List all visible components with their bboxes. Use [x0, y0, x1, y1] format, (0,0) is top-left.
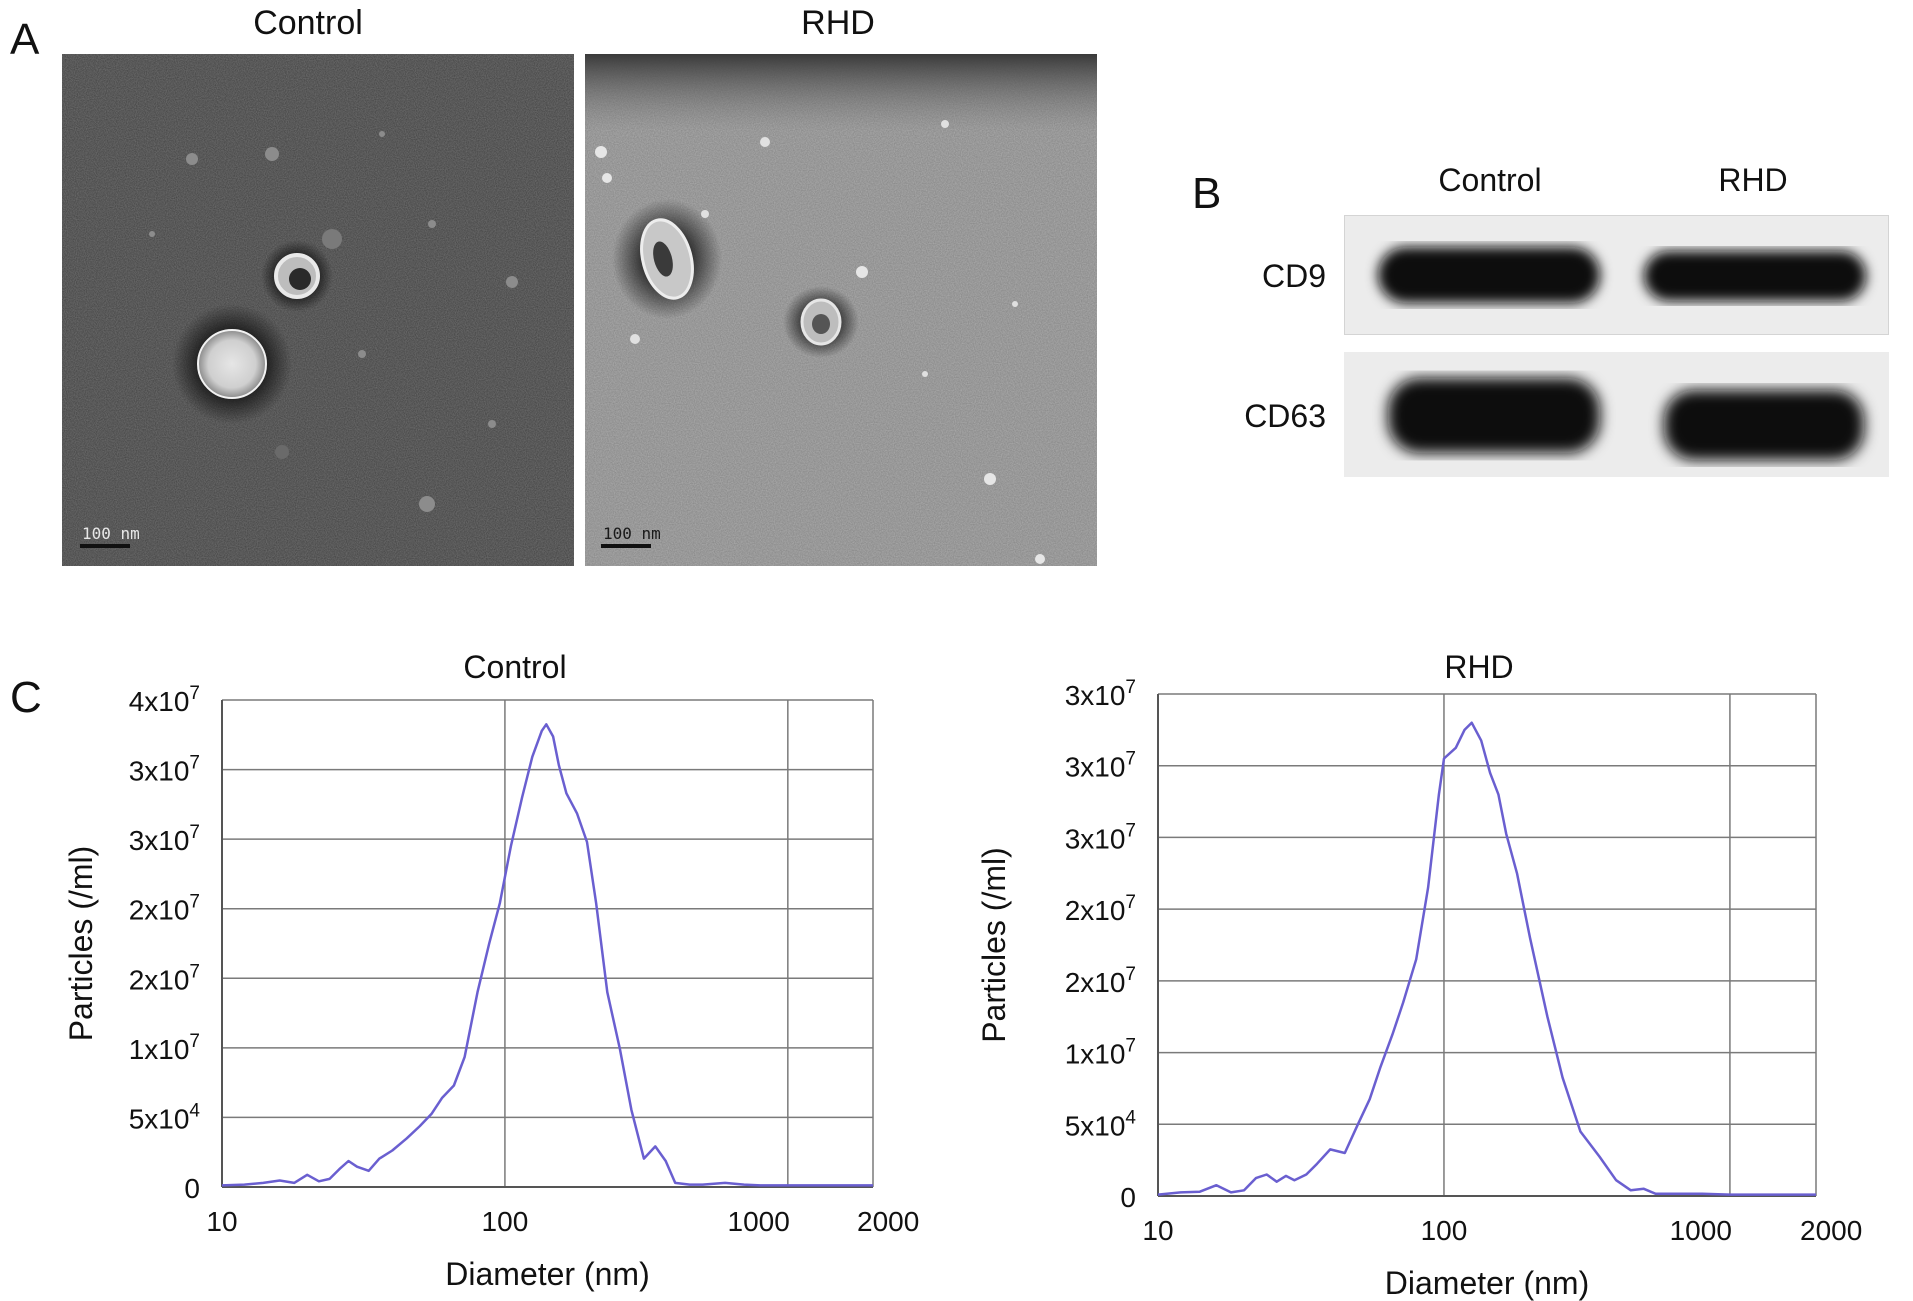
x-tick-label: 100 — [1421, 1215, 1468, 1246]
panel-letter-b: B — [1192, 169, 1222, 218]
y-tick-label: 2x107 — [1065, 964, 1136, 998]
y-tick-label: 4x107 — [129, 683, 200, 717]
panel-letter-c: C — [10, 673, 42, 722]
em-title-control: Control — [253, 4, 363, 42]
y-tick-label: 1x107 — [1065, 1036, 1136, 1070]
y-tick-label: 3x107 — [1065, 677, 1136, 711]
y-tick-label: 5x104 — [1065, 1107, 1137, 1141]
x-tick-label: 10 — [1142, 1215, 1173, 1246]
y-tick-label: 1x107 — [129, 1031, 200, 1065]
y-tick-label: 2x107 — [129, 892, 200, 926]
y-tick-label: 3x107 — [1065, 820, 1136, 854]
y-tick-label: 3x107 — [1065, 749, 1136, 783]
em-image-control: 100 nm — [62, 54, 574, 566]
band-cd9-rhd — [1644, 251, 1866, 301]
wb-column-label-control: Control — [1438, 162, 1542, 198]
y-tick-label: 5x104 — [129, 1100, 201, 1134]
size-distribution-line — [1157, 721, 1816, 1196]
y-tick-label: 0 — [1120, 1182, 1136, 1213]
x-tick-label: 2000 — [1800, 1215, 1862, 1246]
scale-bar-label-control: 100 nm — [82, 524, 140, 543]
panel-letter-a: A — [10, 15, 40, 64]
wb-column-label-rhd: RHD — [1718, 162, 1788, 198]
particle-size-chart-rhd: RHD 0 5x104 1x107 2x107 2x107 3x107 3x107 3x107 1… — [976, 649, 1862, 1301]
y-tick-label: 3x107 — [129, 822, 200, 856]
x-axis-label: Diameter (nm) — [1385, 1265, 1589, 1301]
y-tick-label: 0 — [184, 1173, 200, 1204]
western-blot-strip-cd63 — [1344, 352, 1889, 482]
x-tick-label: 1000 — [728, 1206, 790, 1237]
y-axis-label: Particles (/ml) — [976, 847, 1012, 1043]
chart-title: RHD — [1444, 649, 1513, 685]
em-image-rhd: 100 nm — [585, 54, 1097, 566]
x-tick-label: 2000 — [857, 1206, 919, 1237]
size-distribution-line — [221, 723, 873, 1187]
band-cd63-rhd — [1664, 390, 1864, 460]
x-axis-label: Diameter (nm) — [445, 1256, 649, 1292]
scale-bar-label-rhd: 100 nm — [603, 524, 661, 543]
wb-row-label-cd63: CD63 — [1244, 398, 1326, 434]
wb-row-label-cd9: CD9 — [1261, 258, 1326, 294]
em-title-rhd: RHD — [801, 4, 875, 42]
chart-title: Control — [463, 649, 566, 685]
band-cd9-control — [1378, 247, 1600, 303]
y-tick-label: 2x107 — [1065, 892, 1136, 926]
x-tick-label: 10 — [206, 1206, 237, 1237]
western-blot-strip-cd9 — [1344, 215, 1889, 340]
x-tick-label: 1000 — [1670, 1215, 1732, 1246]
particle-size-chart-control: Control 0 5x104 1x107 2x107 2x107 3x107 3x107 4x… — [63, 649, 919, 1292]
y-axis-label: Particles (/ml) — [63, 846, 99, 1042]
x-tick-label: 100 — [482, 1206, 529, 1237]
y-tick-label: 2x107 — [129, 961, 200, 995]
y-tick-label: 3x107 — [129, 753, 200, 787]
band-cd63-control — [1388, 378, 1600, 453]
